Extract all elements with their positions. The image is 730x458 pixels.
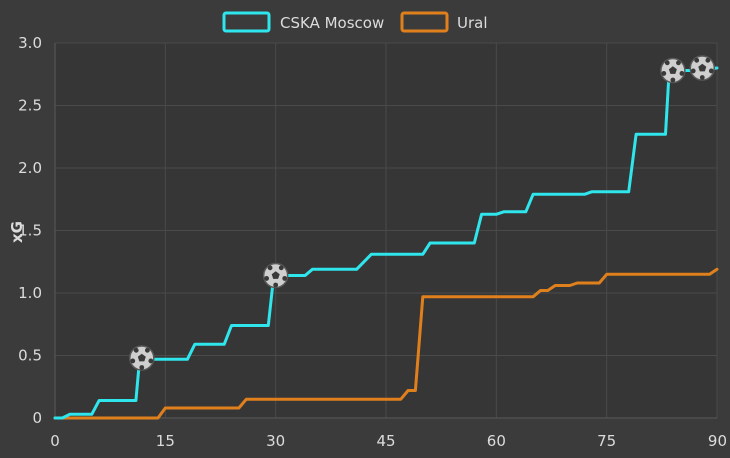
legend-label: Ural	[457, 14, 488, 32]
y-tick-label: 0	[32, 409, 42, 427]
goal-ball-icon	[262, 262, 289, 289]
x-tick-label: 60	[487, 432, 506, 450]
y-tick-label: 3.0	[18, 34, 42, 52]
goal-ball-patch	[694, 57, 700, 63]
legend-swatch	[400, 11, 449, 33]
y-tick-label: 1.0	[18, 284, 42, 302]
x-tick-label: 0	[50, 432, 60, 450]
y-tick-label: 1.5	[18, 222, 42, 240]
y-tick-label: 2.5	[18, 97, 42, 115]
goal-ball-patch	[273, 282, 279, 288]
goal-ball-patch	[267, 265, 273, 271]
y-tick-label: 2.0	[18, 159, 42, 177]
goal-ball-patch	[264, 276, 270, 281]
x-tick-label: 75	[597, 432, 616, 450]
x-tick-label: 45	[376, 432, 395, 450]
goal-ball-patch	[148, 358, 154, 364]
series-line-cska-moscow	[53, 66, 719, 420]
goal-ball-patch	[676, 60, 681, 66]
x-tick-label: 15	[156, 432, 175, 450]
goal-markers	[129, 55, 716, 371]
goal-ball-patch	[137, 353, 146, 362]
goal-ball-patch	[661, 71, 667, 76]
goal-ball-patch	[130, 358, 136, 364]
legend[interactable]: CSKA Moscow Ural	[222, 11, 488, 33]
goal-ball-patch	[708, 68, 714, 74]
x-axis-ticks: 0 15 30 45 60 75 90	[50, 432, 727, 450]
goal-ball-patch	[271, 271, 280, 279]
goal-ball-patch	[144, 347, 150, 353]
goal-ball-patch	[679, 71, 685, 76]
goal-ball-patch	[282, 276, 288, 281]
goal-ball-patch	[690, 68, 696, 74]
goal-ball-patch	[698, 63, 707, 72]
legend-swatch	[222, 11, 271, 33]
goal-ball-patch	[705, 57, 711, 63]
legend-item-cska-moscow[interactable]: CSKA Moscow	[222, 11, 384, 33]
legend-label: CSKA Moscow	[280, 14, 384, 32]
y-tick-label: 0.5	[18, 347, 42, 365]
goal-ball-icon	[129, 345, 155, 371]
series-lines	[53, 66, 719, 420]
goal-ball-icon	[689, 55, 716, 81]
y-axis-ticks: 0 0.5 1.0 1.5 2.0 2.5 3.0	[18, 34, 42, 427]
y-axis-label: xG	[8, 221, 26, 243]
goal-ball-patch	[278, 265, 284, 271]
goal-ball-patch	[133, 347, 139, 353]
goal-ball-patch	[139, 365, 145, 370]
grid-lines	[54, 42, 718, 419]
goal-ball-patch	[699, 75, 705, 80]
goal-ball-patch	[668, 66, 677, 74]
goal-ball-patch	[664, 60, 670, 66]
goal-ball-patch	[670, 77, 676, 83]
legend-item-ural[interactable]: Ural	[400, 11, 488, 33]
x-tick-label: 90	[708, 432, 727, 450]
x-tick-label: 30	[266, 432, 285, 450]
series-line-ural	[53, 267, 719, 420]
goal-ball-icon	[660, 57, 686, 84]
